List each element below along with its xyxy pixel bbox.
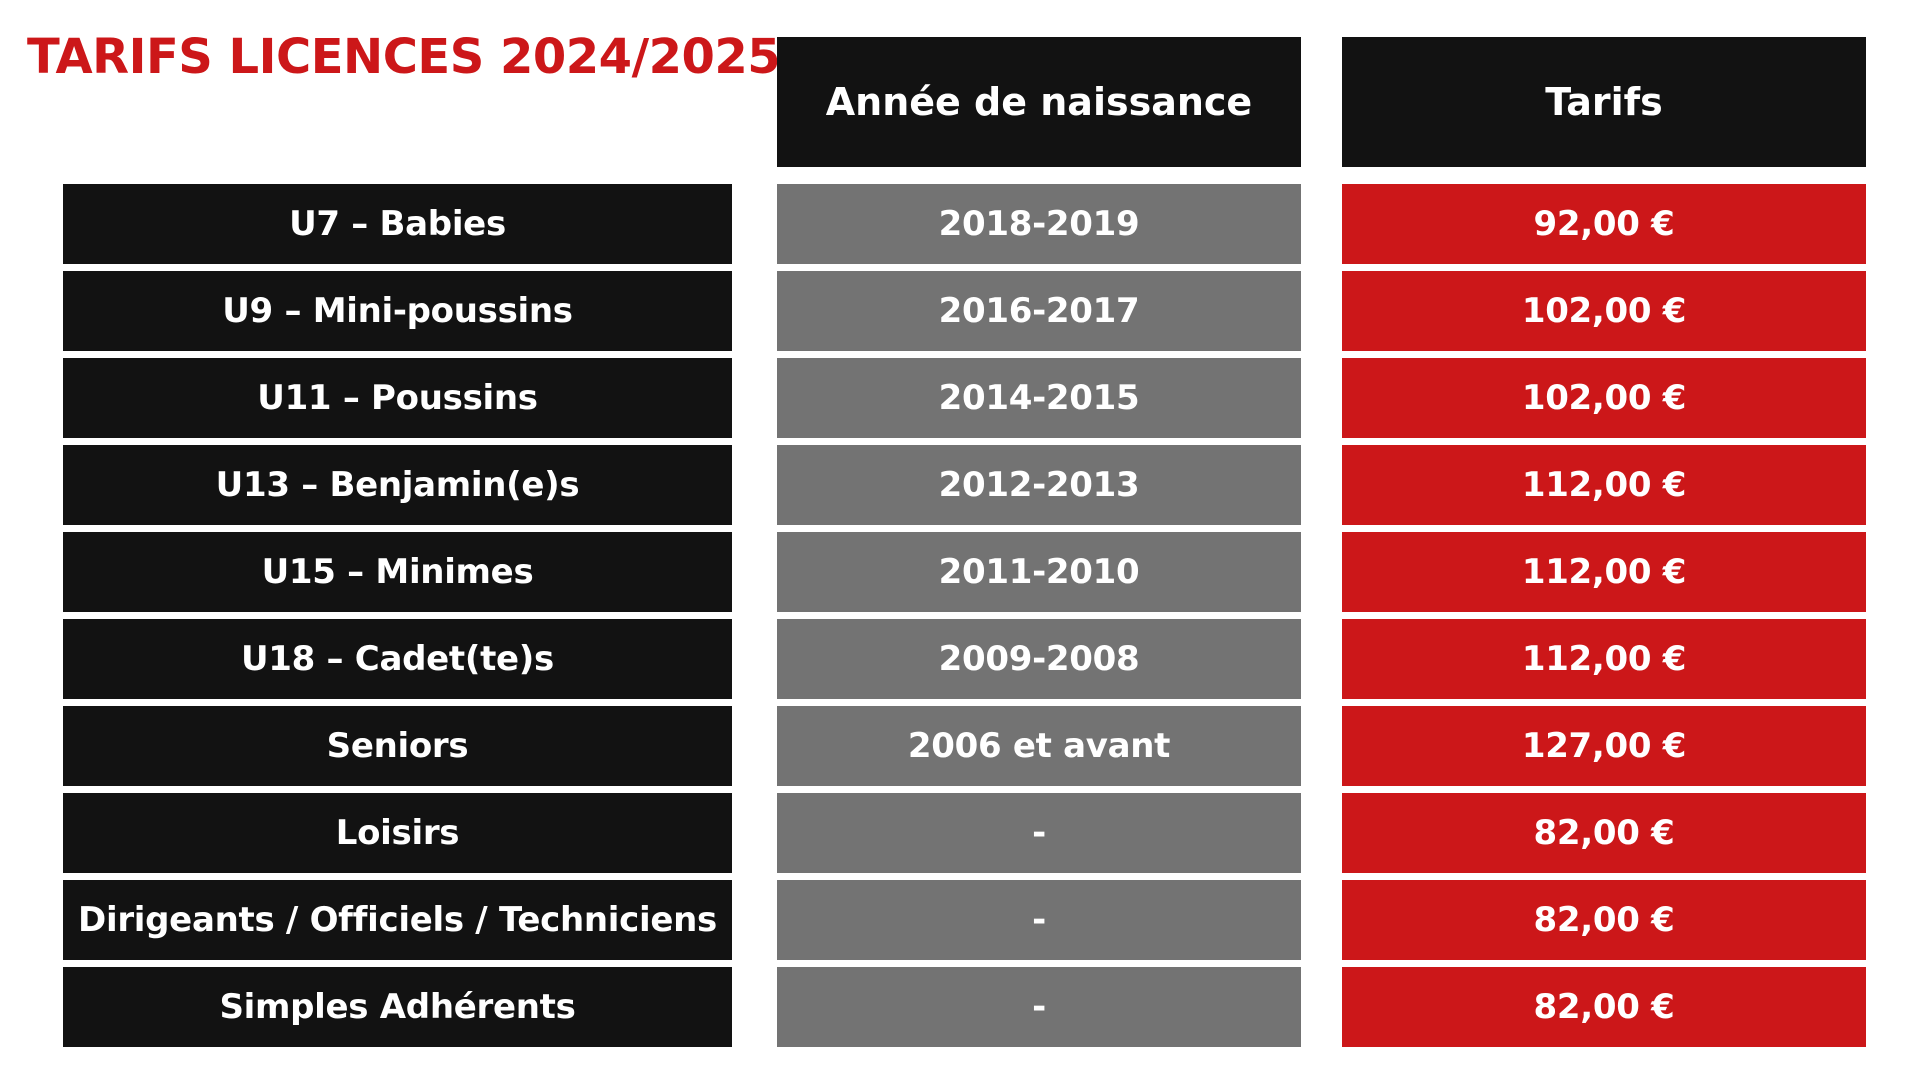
header-birth-year: Année de naissance	[777, 37, 1301, 167]
category-cell: U18 – Cadet(te)s	[63, 619, 732, 699]
page-title: TARIFS LICENCES 2024/2025	[27, 29, 781, 85]
table-row: U9 – Mini-poussins 2016-2017 102,00 €	[0, 271, 1920, 358]
category-cell: U15 – Minimes	[63, 532, 732, 612]
table-row: Loisirs - 82,00 €	[0, 793, 1920, 880]
table-row: Dirigeants / Officiels / Techniciens - 8…	[0, 880, 1920, 967]
birth-year-cell: 2016-2017	[777, 271, 1301, 351]
price-cell: 112,00 €	[1342, 532, 1866, 612]
price-cell: 112,00 €	[1342, 619, 1866, 699]
price-cell: 92,00 €	[1342, 184, 1866, 264]
birth-year-cell: 2012-2013	[777, 445, 1301, 525]
category-cell: Loisirs	[63, 793, 732, 873]
table-row: U11 – Poussins 2014-2015 102,00 €	[0, 358, 1920, 445]
category-cell: U9 – Mini-poussins	[63, 271, 732, 351]
birth-year-cell: 2011-2010	[777, 532, 1301, 612]
price-cell: 127,00 €	[1342, 706, 1866, 786]
price-cell: 112,00 €	[1342, 445, 1866, 525]
category-cell: U13 – Benjamin(e)s	[63, 445, 732, 525]
category-cell: Dirigeants / Officiels / Techniciens	[63, 880, 732, 960]
category-cell: Seniors	[63, 706, 732, 786]
category-cell: U11 – Poussins	[63, 358, 732, 438]
table-row: U13 – Benjamin(e)s 2012-2013 112,00 €	[0, 445, 1920, 532]
birth-year-cell: -	[777, 967, 1301, 1047]
birth-year-cell: 2018-2019	[777, 184, 1301, 264]
price-cell: 82,00 €	[1342, 793, 1866, 873]
tariff-table: U7 – Babies 2018-2019 92,00 € U9 – Mini-…	[0, 184, 1920, 1054]
price-cell: 82,00 €	[1342, 880, 1866, 960]
table-row: Seniors 2006 et avant 127,00 €	[0, 706, 1920, 793]
table-row: U18 – Cadet(te)s 2009-2008 112,00 €	[0, 619, 1920, 706]
category-cell: Simples Adhérents	[63, 967, 732, 1047]
price-cell: 82,00 €	[1342, 967, 1866, 1047]
category-cell: U7 – Babies	[63, 184, 732, 264]
table-row: Simples Adhérents - 82,00 €	[0, 967, 1920, 1054]
price-cell: 102,00 €	[1342, 271, 1866, 351]
table-row: U7 – Babies 2018-2019 92,00 €	[0, 184, 1920, 271]
birth-year-cell: -	[777, 880, 1301, 960]
birth-year-cell: 2009-2008	[777, 619, 1301, 699]
birth-year-cell: 2006 et avant	[777, 706, 1301, 786]
birth-year-cell: 2014-2015	[777, 358, 1301, 438]
header-price: Tarifs	[1342, 37, 1866, 167]
price-cell: 102,00 €	[1342, 358, 1866, 438]
table-row: U15 – Minimes 2011-2010 112,00 €	[0, 532, 1920, 619]
birth-year-cell: -	[777, 793, 1301, 873]
